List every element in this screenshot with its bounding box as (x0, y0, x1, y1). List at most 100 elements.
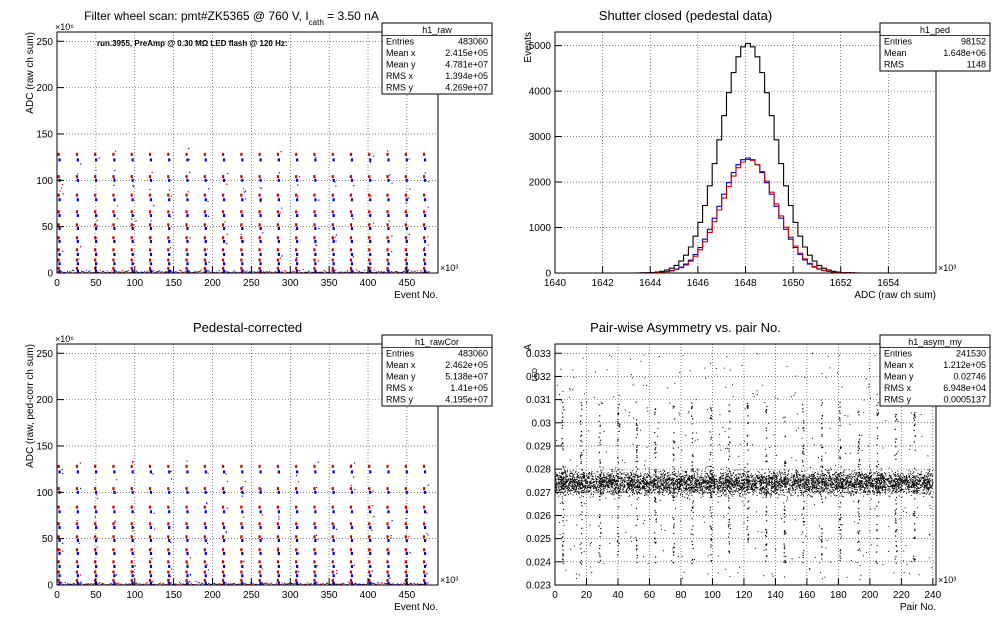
data-point (175, 583, 177, 585)
data-point (720, 480, 722, 482)
data-point (632, 488, 634, 490)
data-point (148, 236, 152, 240)
data-point (725, 495, 727, 497)
data-point (777, 481, 779, 483)
data-point (567, 492, 569, 494)
data-point (724, 478, 726, 480)
data-point (386, 270, 388, 272)
data-point (141, 271, 143, 273)
data-point (575, 471, 577, 473)
data-point (880, 475, 882, 477)
data-point (226, 271, 228, 273)
data-point (315, 534, 318, 536)
data-point (116, 217, 119, 220)
data-point (849, 490, 851, 492)
data-point (184, 270, 186, 273)
data-point (80, 163, 82, 165)
data-point (822, 486, 824, 488)
data-point (104, 271, 106, 274)
data-point (241, 551, 244, 555)
data-point (818, 473, 820, 475)
data-point (582, 480, 584, 482)
data-point (567, 480, 569, 482)
data-point (694, 489, 696, 491)
data-point (58, 270, 60, 272)
data-point (579, 482, 581, 484)
data-point (701, 473, 703, 475)
data-point (350, 227, 354, 231)
data-point (732, 480, 734, 482)
data-point (698, 492, 700, 494)
data-point (314, 564, 317, 568)
data-point (911, 482, 913, 484)
data-point (642, 482, 644, 484)
data-point (162, 582, 164, 585)
data-point (86, 583, 88, 585)
data-point (113, 574, 116, 578)
data-point (185, 248, 188, 252)
data-point (371, 582, 373, 584)
data-point (341, 583, 343, 585)
data-point (96, 537, 99, 539)
data-point (349, 248, 353, 252)
data-point (731, 485, 733, 487)
data-point (222, 223, 225, 227)
data-point (658, 488, 660, 490)
data-point (875, 482, 877, 484)
data-point (368, 464, 371, 468)
data-point (562, 477, 564, 479)
data-point (579, 473, 581, 475)
data-point (168, 470, 171, 474)
data-point (149, 214, 153, 218)
data-point (576, 465, 578, 467)
data-point (331, 487, 334, 491)
data-point (923, 476, 925, 478)
data-point (739, 492, 741, 494)
data-point (404, 193, 407, 197)
data-point (680, 478, 682, 480)
data-point (611, 484, 613, 486)
data-point (225, 270, 227, 272)
data-point (620, 476, 622, 478)
data-point (855, 493, 857, 495)
data-point (838, 473, 840, 475)
data-point (58, 214, 61, 218)
data-point (882, 485, 884, 487)
stats-row-value: 2.462e+05 (445, 360, 488, 370)
data-point (569, 475, 571, 477)
data-point (702, 493, 704, 495)
data-point (832, 482, 834, 484)
data-point (879, 492, 881, 494)
data-point (872, 488, 874, 490)
data-point (613, 483, 615, 485)
data-point (240, 583, 242, 585)
data-point (775, 475, 777, 477)
data-point (865, 487, 867, 489)
data-point (212, 582, 214, 584)
data-point (96, 546, 98, 548)
data-point (258, 578, 261, 582)
data-point (623, 484, 625, 486)
data-point (423, 539, 427, 543)
data-point (829, 478, 831, 480)
data-point (222, 551, 226, 555)
data-point (637, 476, 639, 478)
data-point (387, 470, 390, 474)
data-point (168, 564, 171, 568)
data-point (233, 270, 235, 272)
data-point (726, 481, 728, 483)
data-point (131, 551, 134, 555)
data-point (423, 248, 426, 252)
data-point (603, 472, 605, 474)
data-point (727, 486, 729, 488)
data-point (423, 570, 426, 574)
data-point (878, 491, 880, 493)
data-point (789, 492, 791, 494)
data-point (116, 205, 118, 207)
data-point (601, 493, 603, 495)
x-tick-label: 150 (165, 590, 182, 601)
data-point (153, 269, 155, 272)
data-point (168, 490, 171, 494)
data-point (283, 270, 286, 272)
data-point (577, 488, 579, 490)
